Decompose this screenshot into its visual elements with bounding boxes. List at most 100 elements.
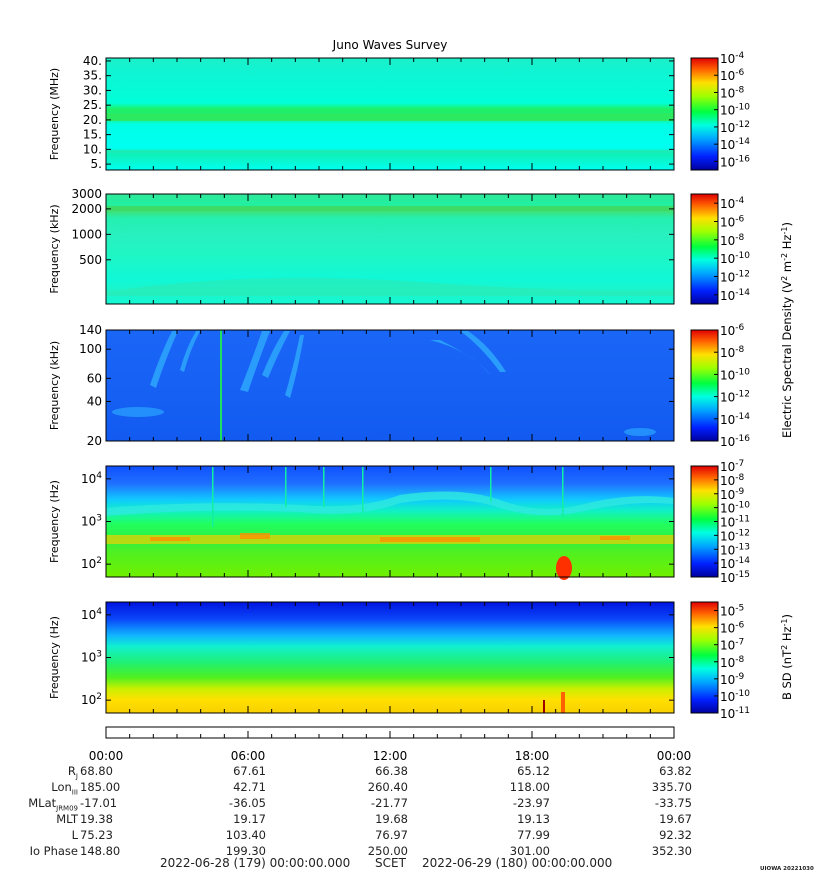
spectrogram-4	[106, 466, 674, 577]
ephem-value-4-1: 103.40	[225, 828, 266, 842]
ephem-value-1-4: 335.70	[651, 780, 692, 794]
ephem-value-1-1: 42.71	[233, 780, 266, 794]
panel-5	[106, 602, 674, 713]
p2-ytick-label-1: 2000	[71, 202, 102, 216]
ephem-value-4-3: 77.99	[517, 828, 550, 842]
band-3	[106, 206, 674, 211]
p2-ytick-label-3: 500	[79, 253, 102, 267]
panel-1	[106, 58, 674, 170]
p4-colorbar	[690, 465, 719, 578]
ephem-value-0-3: 65.12	[517, 764, 550, 778]
p4-ylabel: Frequency (Hz)	[48, 480, 61, 563]
band-2	[106, 150, 674, 153]
p5-ytick-label-0: 104	[81, 607, 102, 622]
p1-cbar-label-1: 10-6	[720, 68, 745, 83]
ephem-value-2-0: -17.01	[80, 796, 118, 810]
spectrogram-3	[106, 330, 674, 441]
ephem-label-5: Io Phase	[29, 844, 78, 858]
ephem-value-2-1: -36.05	[228, 796, 266, 810]
panel-3	[106, 330, 674, 441]
p3-cbar-label-3: 10-12	[720, 390, 750, 405]
ephem-value-3-0: 19.38	[80, 812, 113, 826]
electric-colorbar-title-text: Electric Spectral Density (V	[780, 281, 794, 438]
ephem-label-sub-2: JRM09	[56, 804, 78, 813]
p4-ytick-label-1: 103	[81, 514, 102, 529]
p4-cbar-label-3: 10-10	[720, 501, 750, 516]
p4-ytick-label-0: 104	[81, 471, 102, 486]
time-tick-label-4: 00:00	[657, 749, 692, 763]
p1-cbar-label-6: 10-16	[720, 154, 750, 169]
ion-features	[150, 533, 630, 542]
p3-cbar-label-0: 10-6	[720, 323, 745, 338]
footer-end: 2022-06-29 (180) 00:00:00.000	[422, 856, 613, 870]
p1-ytick-label-4: 20.	[83, 113, 102, 127]
p1-cbar-label-2: 10-8	[720, 85, 745, 100]
ephem-value-0-2: 66.38	[375, 764, 408, 778]
bright-burst	[556, 556, 572, 580]
p3-cbar-label-1: 10-8	[720, 345, 745, 360]
p2-ylabel: Frequency (kHz)	[48, 204, 61, 293]
cutoff-band	[106, 491, 674, 516]
ephem-label-2: MLatJRM09	[28, 796, 78, 813]
p5-cbar-label-2: 10-7	[720, 638, 744, 653]
p4-ytick-label-2: 102	[81, 556, 102, 571]
p3-ytick-label-1: 100	[79, 342, 102, 356]
ephem-value-5-2: 250.00	[367, 844, 408, 858]
p4-cbar-label-2: 10-9	[720, 487, 745, 502]
p4-cbar-label-4: 10-11	[720, 515, 750, 530]
ephem-value-3-2: 19.68	[375, 812, 408, 826]
p2-cbar-label-2: 10-8	[720, 233, 745, 248]
p5-ytick-label-1: 103	[81, 650, 102, 665]
p1-cbar-label-4: 10-12	[720, 120, 750, 135]
p3-ylabel: Frequency (kHz)	[48, 341, 61, 430]
band-1	[106, 113, 674, 121]
p4-cbar-label-5: 10-12	[720, 528, 750, 543]
ephem-value-4-0: 75.23	[80, 828, 113, 842]
p3-ytick-label-2: 60	[87, 371, 102, 385]
ephem-value-1-3: 118.00	[509, 780, 550, 794]
p3-ytick-label-4: 20	[87, 434, 102, 448]
p5-cbar-label-1: 10-6	[720, 621, 745, 636]
ephem-value-5-0: 148.80	[80, 844, 121, 858]
p5-colorbar	[690, 601, 719, 714]
p5-cbar-label-5: 10-10	[720, 689, 750, 704]
ephem-value-3-4: 19.67	[659, 812, 692, 826]
ephem-value-1-0: 185.00	[80, 780, 121, 794]
ephem-value-5-3: 301.00	[509, 844, 550, 858]
p1-ytick-label-5: 15.	[83, 128, 102, 142]
panel-4	[106, 466, 674, 580]
p2-ytick-label-2: 1000	[71, 227, 102, 241]
panel-2	[106, 194, 674, 304]
p4-cbar-label-1: 10-8	[720, 473, 745, 488]
p5-cbar-label-6: 10-11	[720, 706, 750, 721]
emission-streaks	[112, 331, 656, 436]
ephem-value-4-2: 76.97	[375, 828, 408, 842]
p1-ytick-label-2: 30.	[83, 83, 102, 97]
p2-colorbar	[690, 193, 719, 305]
footer-start: 2022-06-28 (179) 00:00:00.000	[160, 856, 351, 870]
p2-cbar-label-1: 10-6	[720, 215, 745, 230]
p1-ytick-label-6: 10.	[83, 142, 102, 156]
p4-cbar-label-6: 10-13	[720, 542, 750, 557]
ephem-value-0-1: 67.61	[233, 764, 266, 778]
ephem-label-1: LonIII	[51, 780, 78, 797]
p5-ytick-label-2: 102	[81, 692, 102, 707]
ephem-value-0-4: 63.82	[659, 764, 692, 778]
p1-ytick-label-1: 35.	[83, 69, 102, 83]
ephem-value-1-2: 260.40	[367, 780, 408, 794]
streak-line	[220, 330, 222, 441]
p5-cbar-label-3: 10-8	[720, 655, 745, 670]
ephem-value-2-3: -23.97	[512, 796, 550, 810]
p3-cbar-label-5: 10-16	[720, 434, 750, 449]
ephem-label-0: RJ	[67, 764, 78, 781]
p2-cbar-label-5: 10-14	[720, 288, 750, 303]
p1-ytick-label-3: 25.	[83, 98, 102, 112]
low-band-arc	[106, 277, 674, 296]
electric-colorbar-title-sup1: 2	[780, 276, 789, 281]
time-tick-label-2: 12:00	[373, 749, 408, 763]
ephem-value-2-2: -21.77	[370, 796, 408, 810]
footer-stamp: UIOWA 20221030	[760, 866, 814, 872]
ephem-value-2-4: -33.75	[654, 796, 692, 810]
spectrogram-5	[106, 602, 674, 713]
